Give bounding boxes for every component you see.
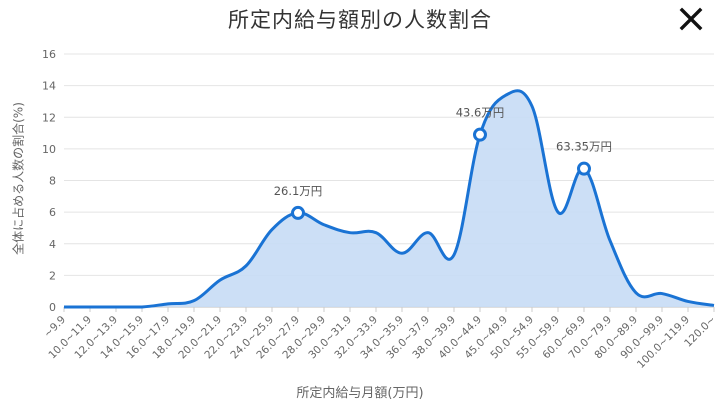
y-tick-label: 14 [42,80,56,93]
annotation-marker[interactable] [291,205,305,220]
annotation-marker[interactable] [577,161,591,176]
y-tick-label: 2 [49,269,56,282]
close-icon [679,7,703,31]
y-tick-label: 0 [49,301,56,314]
y-tick-label: 6 [49,206,56,219]
annotation-label: 26.1万円 [274,184,323,198]
series-line [63,89,715,309]
x-axis-ticks: ~9.910.0~11.912.0~13.914.0~15.916.0~17.9… [42,307,718,371]
y-tick-label: 10 [42,143,56,156]
y-axis-title: 全体に占める人数の割合(%) [11,102,26,255]
annotation-label: 43.6万円 [456,106,505,120]
close-button[interactable] [676,4,706,34]
y-axis-ticks: 0 2 4 6 8 10 12 14 16 [42,48,56,314]
y-tick-label: 8 [49,175,56,188]
y-tick-label: 4 [49,238,56,251]
annotations: 26.1万円 43.6万円 63.35万円 [274,106,612,220]
y-tick-label: 12 [42,111,56,124]
x-axis-title: 所定内給与月額(万円) [296,386,424,401]
chart-title: 所定内給与額別の人数割合 [228,8,492,32]
area-fill [64,90,714,308]
annotation-marker[interactable] [473,127,487,142]
y-tick-label: 16 [42,48,56,61]
annotation-label: 63.35万円 [556,140,612,154]
